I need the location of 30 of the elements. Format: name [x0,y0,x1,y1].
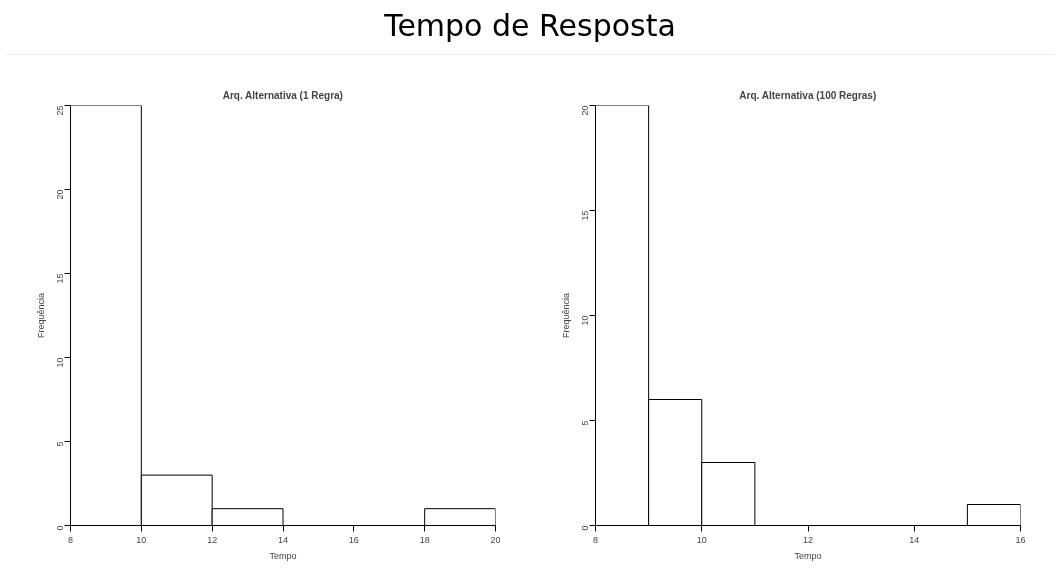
y-tick-label: 15 [54,273,65,284]
y-tick-label: 5 [579,420,590,426]
y-tick-label: 0 [54,525,65,531]
y-tick-label: 0 [579,525,590,531]
y-tick-label: 10 [579,315,590,326]
y-tick-label: 20 [54,189,65,200]
x-tick-label: 10 [136,534,147,545]
x-tick-label: 16 [1015,534,1026,545]
y-axis-title: Frequência [35,292,46,339]
x-axis-title: Tempo [269,550,297,561]
x-axis-title: Tempo [794,550,822,561]
x-tick-label: 12 [802,534,814,545]
x-tick-label: 20 [490,534,501,545]
text: Tempo de Resposta [5,5,1055,55]
y-tick-label: 10 [54,357,65,368]
x-tick-label: 16 [348,534,359,545]
y-tick-label: 15 [579,210,590,221]
x-tick-label: 14 [277,534,289,545]
y-tick-label: 5 [54,441,65,447]
y-axis-title: Frequência [560,292,571,339]
x-tick-label: 8 [68,534,74,545]
y-tick-label: 20 [579,105,590,116]
chart-title: Arq. Alternativa (100 Regras) [739,89,877,101]
y-tick-label: 25 [54,105,65,116]
x-tick-label: 14 [909,534,920,545]
x-tick-label: 10 [696,534,707,545]
x-tick-label: 12 [207,534,218,545]
chart-title: Arq. Alternativa (1 Regra) [222,89,343,101]
x-tick-label: 8 [593,534,599,545]
x-tick-label: 18 [419,534,430,545]
